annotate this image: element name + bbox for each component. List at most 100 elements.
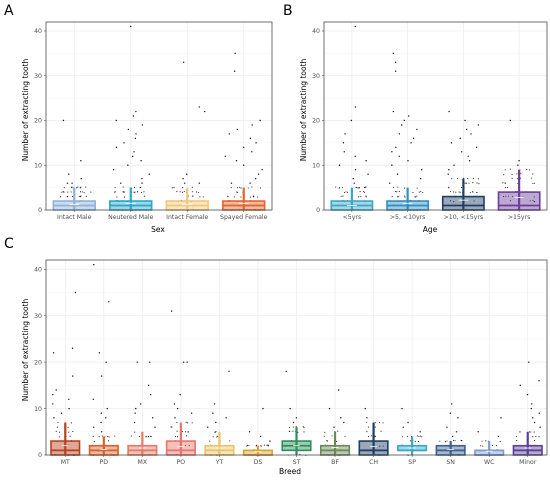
y-tick-label: 30 (34, 73, 42, 80)
data-point (509, 200, 511, 202)
data-point (341, 187, 344, 189)
plot-area (46, 22, 272, 210)
data-point (134, 186, 136, 189)
data-point (532, 173, 534, 175)
outlier-point (421, 169, 423, 171)
x-tick-label: Intact Male (57, 214, 92, 221)
data-point (236, 191, 238, 193)
outlier-point (257, 173, 260, 175)
panel-b-ylabel: Number of extracting tooth (299, 58, 308, 161)
outlier-point (106, 407, 108, 410)
data-point (415, 196, 417, 198)
outlier-point (108, 301, 110, 303)
data-point (535, 435, 537, 438)
data-point (496, 445, 498, 447)
data-point (77, 186, 79, 188)
data-point (79, 196, 82, 198)
panel-a-ylabel: Number of extracting tooth (21, 58, 30, 161)
outlier-point (464, 119, 466, 122)
x-tick-label: PO (177, 459, 186, 466)
data-point (331, 435, 333, 437)
data-point (192, 195, 194, 197)
data-point (511, 177, 513, 179)
y-tick-label: 0 (38, 452, 42, 459)
outlier-point (151, 417, 154, 419)
outlier-point (338, 164, 341, 166)
outlier-point (391, 164, 393, 166)
outlier-point (333, 426, 335, 428)
outlier-point (354, 155, 356, 157)
data-point (70, 422, 72, 424)
data-point (491, 445, 493, 447)
outlier-point (450, 142, 453, 144)
data-point (79, 187, 81, 189)
outlier-point (248, 431, 251, 433)
data-point (374, 435, 376, 437)
data-point (477, 178, 480, 180)
data-point (176, 421, 178, 424)
outlier-point (203, 110, 206, 113)
data-point (449, 200, 452, 202)
data-point (532, 436, 534, 438)
data-point (366, 421, 368, 423)
outlier-point (132, 155, 134, 157)
data-point (359, 191, 361, 193)
data-point (480, 445, 482, 447)
data-point (478, 183, 480, 185)
outlier-point (98, 352, 101, 354)
x-tick-label: ST (293, 459, 301, 466)
x-tick-label: >5, <10yrs (390, 214, 426, 221)
outlier-point (453, 164, 455, 166)
outlier-point (207, 426, 209, 428)
data-point (410, 440, 412, 442)
data-point (124, 191, 126, 193)
outlier-point (457, 417, 459, 419)
data-point (107, 435, 109, 438)
outlier-point (262, 407, 264, 410)
data-point (216, 436, 218, 438)
data-point (473, 200, 475, 202)
outlier-point (337, 389, 340, 391)
x-tick-label: Intact Female (166, 214, 208, 221)
data-point (396, 196, 399, 198)
data-point (80, 186, 82, 188)
data-point (533, 201, 535, 203)
outlier-point (259, 435, 262, 438)
data-point (185, 431, 187, 433)
data-point (288, 430, 290, 432)
outlier-point (127, 128, 130, 131)
x-tick-label: Minor (519, 459, 537, 466)
data-point (292, 430, 294, 432)
data-point (529, 200, 531, 202)
data-point (303, 431, 305, 433)
data-point (68, 431, 70, 433)
data-point (138, 435, 140, 437)
outlier-point (416, 128, 418, 131)
data-point (62, 191, 64, 193)
data-point (114, 435, 116, 437)
outlier-point (213, 403, 216, 405)
data-point (382, 422, 384, 424)
outlier-point (140, 160, 142, 162)
data-point (78, 195, 80, 197)
data-point (448, 186, 450, 188)
data-point (454, 440, 456, 442)
outlier-point (365, 160, 367, 162)
outlier-point (470, 133, 472, 135)
data-point (418, 191, 420, 193)
y-tick-label: 20 (34, 118, 42, 125)
outlier-point (148, 173, 150, 175)
data-point (346, 191, 349, 193)
outlier-point (475, 146, 478, 149)
data-point (471, 191, 474, 193)
box--15yrs (497, 191, 541, 211)
data-point (362, 191, 364, 193)
data-point (375, 422, 377, 424)
outlier-point (115, 146, 118, 149)
data-point (252, 195, 254, 197)
data-point (230, 187, 232, 189)
data-point (472, 182, 474, 184)
data-point (485, 440, 487, 442)
data-point (395, 191, 397, 193)
